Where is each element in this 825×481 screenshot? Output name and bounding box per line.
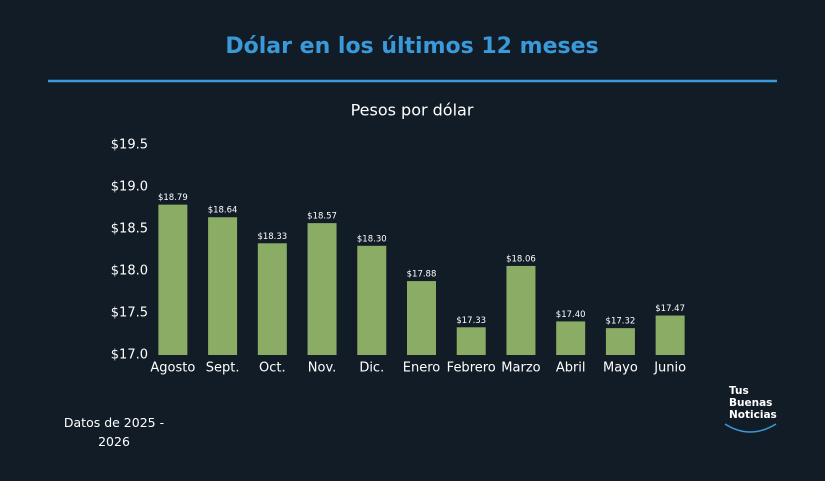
bar xyxy=(307,223,337,355)
bar xyxy=(257,243,287,355)
bar xyxy=(605,328,635,355)
bar xyxy=(456,327,486,355)
x-tick-label: Sept. xyxy=(206,361,240,376)
y-tick-label: $19.5 xyxy=(111,138,148,153)
value-label: $18.30 xyxy=(357,234,387,244)
x-tick-label: Nov. xyxy=(308,361,337,376)
logo-line: Noticias xyxy=(729,409,777,421)
x-tick-label: Febrero xyxy=(447,361,496,376)
value-label: $17.47 xyxy=(655,304,685,314)
value-label: $17.33 xyxy=(456,316,486,326)
logo-line: Tus xyxy=(729,385,749,397)
x-tick-label: Marzo xyxy=(501,361,540,376)
chart-title: Dólar en los últimos 12 meses xyxy=(225,34,598,59)
x-tick-label: Oct. xyxy=(259,361,286,376)
x-tick-label: Abril xyxy=(556,361,586,376)
value-label: $17.88 xyxy=(407,270,437,280)
x-tick-label: Enero xyxy=(403,361,441,376)
bar xyxy=(556,321,586,355)
bar xyxy=(158,204,188,355)
x-tick-label: Dic. xyxy=(359,361,384,376)
logo: Tus Buenas Noticias xyxy=(724,385,777,433)
value-label: $18.33 xyxy=(257,232,287,242)
logo-line: Buenas xyxy=(729,397,772,409)
y-tick-label: $18.5 xyxy=(111,222,148,237)
bar xyxy=(407,281,436,355)
value-label: $18.79 xyxy=(158,193,188,203)
chart-subtitle: Pesos por dólar xyxy=(351,101,474,120)
bar xyxy=(208,217,238,355)
y-tick-label: $17.0 xyxy=(111,348,148,363)
y-tick-label: $18.0 xyxy=(111,264,148,279)
bar xyxy=(357,245,387,355)
logo-arc xyxy=(724,423,777,433)
x-tick-label: Junio xyxy=(653,361,686,376)
footnote: Datos de 2025 - 2026 xyxy=(63,415,165,449)
value-label: $17.32 xyxy=(606,317,636,327)
value-label: $18.64 xyxy=(208,206,238,216)
y-tick-label: $19.0 xyxy=(111,180,148,195)
value-label: $18.06 xyxy=(506,254,536,264)
bar xyxy=(655,315,685,355)
value-label: $18.57 xyxy=(307,212,337,222)
x-tick-label: Mayo xyxy=(603,361,638,376)
y-tick-label: $17.5 xyxy=(111,306,148,321)
x-tick-label: Agosto xyxy=(150,361,195,376)
bar xyxy=(506,265,536,355)
value-label: $17.40 xyxy=(556,310,586,320)
